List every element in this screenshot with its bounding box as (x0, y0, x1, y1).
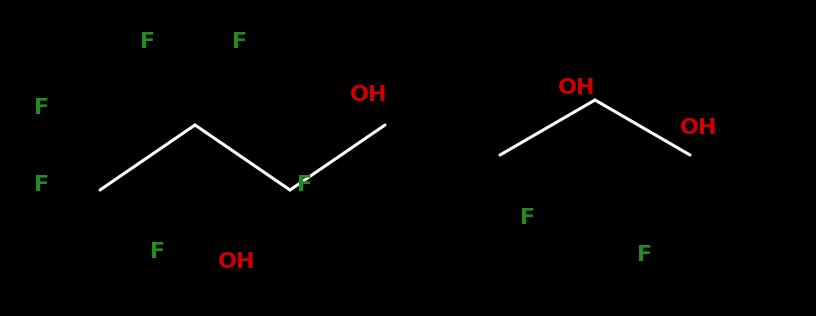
Text: F: F (298, 175, 313, 195)
Text: F: F (150, 242, 166, 262)
Text: F: F (34, 98, 50, 118)
Text: F: F (637, 245, 653, 265)
Text: OH: OH (218, 252, 255, 272)
Text: F: F (34, 175, 50, 195)
Text: F: F (521, 208, 535, 228)
Text: F: F (140, 32, 156, 52)
Text: OH: OH (558, 78, 596, 98)
Text: F: F (233, 32, 247, 52)
Text: OH: OH (350, 85, 388, 105)
Text: OH: OH (680, 118, 717, 138)
